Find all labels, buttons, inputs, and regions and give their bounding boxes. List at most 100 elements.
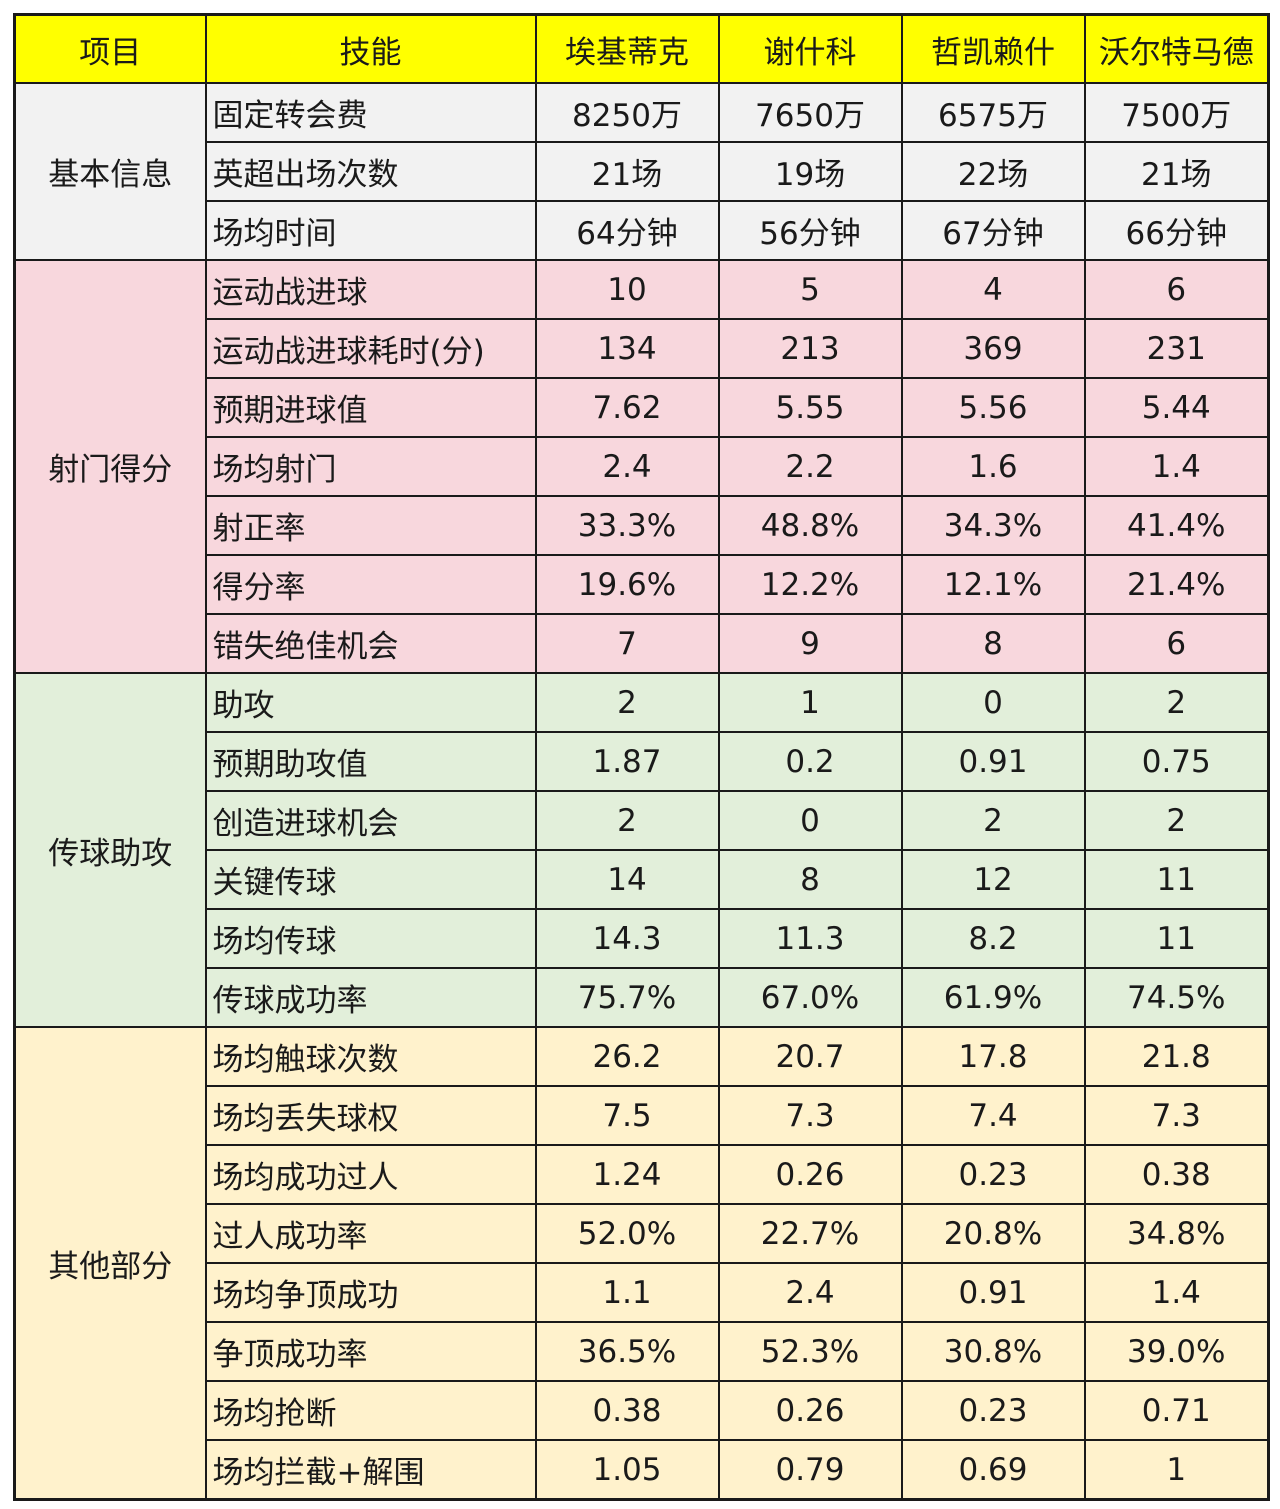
value-cell-player-2: 22.7% [717,1203,903,1264]
value-cell-player-2: 7.3 [717,1085,903,1146]
value-cell-player-4: 11 [1083,849,1270,910]
value-cell-player-3: 8 [900,613,1086,674]
skill-label: 过人成功率 [204,1203,537,1264]
value-cell-player-3: 2 [900,790,1086,851]
value-cell-player-4: 1.4 [1083,436,1270,497]
value-cell-player-1: 33.3% [534,495,720,556]
value-cell-player-1: 19.6% [534,554,720,615]
value-cell-player-4: 0.38 [1083,1144,1270,1205]
value-cell-player-2: 7650万 [717,82,903,143]
value-cell-player-3: 61.9% [900,967,1086,1028]
value-cell-player-2: 0.2 [717,731,903,792]
skill-label: 得分率 [204,554,537,615]
value-cell-player-1: 2.4 [534,436,720,497]
value-cell-player-1: 1.87 [534,731,720,792]
group-label-shooting: 射门得分 [13,259,207,674]
value-cell-player-4: 39.0% [1083,1321,1270,1382]
value-cell-player-3: 0 [900,672,1086,733]
skill-label: 场均抢断 [204,1380,537,1441]
skill-label: 场均成功过人 [204,1144,537,1205]
value-cell-player-1: 21场 [534,141,720,202]
skill-label: 固定转会费 [204,82,537,143]
table-row: 关键传球 14 8 12 11 [15,849,1270,910]
header-category: 项目 [13,13,207,84]
table-row: 场均传球 14.3 11.3 8.2 11 [15,908,1270,969]
skill-label: 场均射门 [204,436,537,497]
value-cell-player-3: 12.1% [900,554,1086,615]
header-skill: 技能 [204,13,537,84]
value-cell-player-4: 6 [1083,259,1270,320]
skill-label: 助攻 [204,672,537,733]
table-row: 英超出场次数 21场 19场 22场 21场 [15,141,1270,202]
table-row: 过人成功率 52.0% 22.7% 20.8% 34.8% [15,1203,1270,1264]
skill-label: 场均传球 [204,908,537,969]
value-cell-player-4: 21.4% [1083,554,1270,615]
value-cell-player-3: 0.91 [900,1262,1086,1323]
value-cell-player-1: 1.05 [534,1439,720,1501]
value-cell-player-3: 17.8 [900,1026,1086,1087]
value-cell-player-2: 213 [717,318,903,379]
table-row: 错失绝佳机会 7 9 8 6 [15,613,1270,674]
skill-label: 创造进球机会 [204,790,537,851]
value-cell-player-4: 21场 [1083,141,1270,202]
header-player-2: 谢什科 [717,13,903,84]
header-player-4: 沃尔特马德 [1083,13,1270,84]
value-cell-player-4: 1 [1083,1439,1270,1501]
value-cell-player-4: 7.3 [1083,1085,1270,1146]
value-cell-player-2: 20.7 [717,1026,903,1087]
skill-label: 运动战进球 [204,259,537,320]
value-cell-player-1: 52.0% [534,1203,720,1264]
value-cell-player-2: 5 [717,259,903,320]
group-label-other: 其他部分 [13,1026,207,1501]
skill-label: 英超出场次数 [204,141,537,202]
value-cell-player-4: 11 [1083,908,1270,969]
table-row: 创造进球机会 2 0 2 2 [15,790,1270,851]
value-cell-player-3: 34.3% [900,495,1086,556]
value-cell-player-1: 10 [534,259,720,320]
value-cell-player-2: 2.4 [717,1262,903,1323]
value-cell-player-4: 74.5% [1083,967,1270,1028]
value-cell-player-2: 67.0% [717,967,903,1028]
value-cell-player-4: 2 [1083,672,1270,733]
table-row: 传球成功率 75.7% 67.0% 61.9% 74.5% [15,967,1270,1028]
value-cell-player-2: 0.26 [717,1144,903,1205]
skill-label: 错失绝佳机会 [204,613,537,674]
value-cell-player-2: 1 [717,672,903,733]
value-cell-player-1: 2 [534,790,720,851]
skill-label: 场均时间 [204,200,537,261]
value-cell-player-4: 66分钟 [1083,200,1270,261]
skill-label: 预期助攻值 [204,731,537,792]
value-cell-player-4: 41.4% [1083,495,1270,556]
table-row: 预期进球值 7.62 5.55 5.56 5.44 [15,377,1270,438]
group-label-basic-info: 基本信息 [13,82,207,261]
value-cell-player-2: 19场 [717,141,903,202]
value-cell-player-4: 21.8 [1083,1026,1270,1087]
value-cell-player-3: 12 [900,849,1086,910]
table-row: 基本信息 固定转会费 8250万 7650万 6575万 7500万 [13,82,1270,261]
table-row: 场均成功过人 1.24 0.26 0.23 0.38 [15,1144,1270,1205]
value-cell-player-4: 0.71 [1083,1380,1270,1441]
table-row: 场均射门 2.4 2.2 1.6 1.4 [15,436,1270,497]
value-cell-player-1: 2 [534,672,720,733]
table-row: 场均争顶成功 1.1 2.4 0.91 1.4 [15,1262,1270,1323]
table-row: 场均丢失球权 7.5 7.3 7.4 7.3 [15,1085,1270,1146]
value-cell-player-2: 11.3 [717,908,903,969]
skill-label: 场均丢失球权 [204,1085,537,1146]
value-cell-player-1: 134 [534,318,720,379]
value-cell-player-3: 67分钟 [900,200,1086,261]
skill-label: 争顶成功率 [204,1321,537,1382]
header-row: 项目 技能 埃基蒂克 谢什科 哲凯赖什 沃尔特马德 [13,13,1270,84]
value-cell-player-2: 48.8% [717,495,903,556]
value-cell-player-2: 8 [717,849,903,910]
value-cell-player-2: 56分钟 [717,200,903,261]
value-cell-player-2: 52.3% [717,1321,903,1382]
value-cell-player-1: 1.24 [534,1144,720,1205]
value-cell-player-4: 7500万 [1083,82,1270,143]
value-cell-player-4: 2 [1083,790,1270,851]
value-cell-player-3: 1.6 [900,436,1086,497]
value-cell-player-4: 34.8% [1083,1203,1270,1264]
skill-label: 场均争顶成功 [204,1262,537,1323]
table-row: 场均时间 64分钟 56分钟 67分钟 66分钟 [15,200,1270,261]
value-cell-player-1: 36.5% [534,1321,720,1382]
value-cell-player-1: 7 [534,613,720,674]
